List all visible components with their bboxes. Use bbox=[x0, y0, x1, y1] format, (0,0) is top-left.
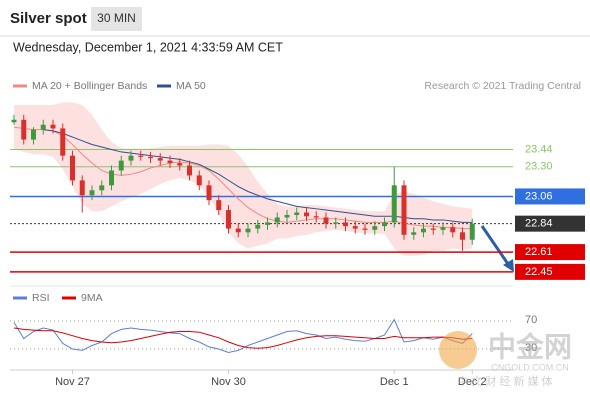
candle-body bbox=[274, 217, 280, 223]
candle-body bbox=[411, 232, 417, 235]
candle-body bbox=[323, 217, 329, 224]
candle-body bbox=[21, 119, 27, 140]
x-tick-label: Nov 27 bbox=[55, 376, 90, 388]
candle-body bbox=[450, 227, 456, 233]
candle-body bbox=[206, 185, 212, 201]
candle-body bbox=[235, 228, 241, 233]
candle-body bbox=[99, 185, 105, 191]
date: Wednesday, December 1, 2021 4:33:59 AM C… bbox=[13, 40, 283, 54]
candle-body bbox=[31, 129, 36, 140]
candle-body bbox=[148, 156, 153, 159]
candle-body bbox=[187, 165, 192, 176]
legend-label: MA 20 + Bollinger Bands bbox=[32, 80, 147, 92]
x-tick-label: Dec 1 bbox=[380, 376, 409, 388]
level-box bbox=[515, 244, 585, 261]
indicator-line bbox=[13, 318, 473, 354]
candle-body bbox=[138, 155, 144, 157]
candle-body bbox=[294, 212, 300, 215]
candle-body bbox=[460, 232, 465, 240]
candle-body bbox=[79, 180, 85, 196]
watermark: 中金网 CNGOLD.COM.CN 中 文 财 经 新 媒 体 bbox=[439, 330, 572, 388]
level-label: 22.84 bbox=[525, 218, 553, 230]
candle-body bbox=[157, 158, 163, 161]
candle-body bbox=[40, 124, 46, 130]
instrument-title: Silver spot bbox=[10, 10, 87, 27]
timeframe[interactable]: 30 MIN bbox=[97, 11, 136, 25]
level-box bbox=[515, 188, 585, 205]
candle-body bbox=[196, 175, 202, 186]
candle-body bbox=[245, 228, 251, 233]
level-label: 22.45 bbox=[525, 266, 553, 278]
level-box bbox=[515, 215, 585, 232]
candle-body bbox=[421, 228, 426, 233]
level-label: 22.61 bbox=[525, 246, 553, 258]
candle-body bbox=[60, 128, 66, 156]
candle-body bbox=[226, 210, 231, 229]
level-label: 23.30 bbox=[525, 161, 553, 173]
candle-body bbox=[255, 224, 261, 229]
watermark-slogan: 中 文 财 经 新 媒 体 bbox=[457, 374, 552, 388]
candle-body bbox=[391, 185, 397, 223]
candle-body bbox=[118, 160, 124, 171]
forecast-arrow bbox=[480, 225, 510, 265]
candle-body bbox=[313, 216, 319, 218]
legend-label: 9MA bbox=[81, 292, 103, 304]
candle-body bbox=[430, 228, 436, 230]
candle-body bbox=[216, 200, 222, 211]
level-box bbox=[515, 263, 585, 280]
candle-body bbox=[50, 124, 56, 129]
y-tick-label: 70 bbox=[525, 314, 537, 326]
timeframe-box[interactable] bbox=[91, 7, 142, 31]
candle-body bbox=[440, 227, 446, 230]
watermark-logo bbox=[439, 331, 477, 369]
candle-body bbox=[382, 222, 387, 227]
candle-body bbox=[343, 222, 348, 227]
candle-body bbox=[70, 155, 75, 181]
candle-body bbox=[362, 228, 368, 230]
candle-body bbox=[469, 223, 475, 240]
candle-body bbox=[109, 170, 114, 186]
level-label: 23.06 bbox=[525, 190, 553, 202]
candle-body bbox=[333, 222, 339, 224]
bollinger-band bbox=[14, 102, 473, 256]
candle-body bbox=[167, 160, 173, 164]
level-label: 23.44 bbox=[525, 143, 553, 155]
candle-body bbox=[304, 212, 309, 217]
indicator-line bbox=[13, 327, 473, 349]
legend-label: MA 50 bbox=[176, 80, 206, 92]
candle-body bbox=[177, 163, 183, 166]
candle-body bbox=[372, 226, 378, 230]
candle-body bbox=[284, 214, 290, 218]
candle-body bbox=[352, 226, 358, 229]
credit: Research © 2021 Trading Central bbox=[424, 80, 581, 92]
legend-label: RSI bbox=[32, 292, 50, 304]
ma-line bbox=[43, 129, 473, 223]
x-tick-label: Dec 2 bbox=[458, 376, 487, 388]
watermark-name: 中金网 bbox=[488, 330, 572, 362]
candle-body bbox=[89, 190, 95, 196]
x-tick-label: Nov 30 bbox=[211, 376, 246, 388]
candle-body bbox=[128, 155, 134, 161]
y-tick-label: 30 bbox=[525, 342, 537, 354]
watermark-site: CNGOLD.COM.CN bbox=[491, 362, 569, 372]
forecast-arrowhead bbox=[503, 259, 514, 272]
candle-body bbox=[265, 222, 270, 225]
candle-body bbox=[401, 185, 407, 235]
candle-body bbox=[11, 119, 17, 123]
